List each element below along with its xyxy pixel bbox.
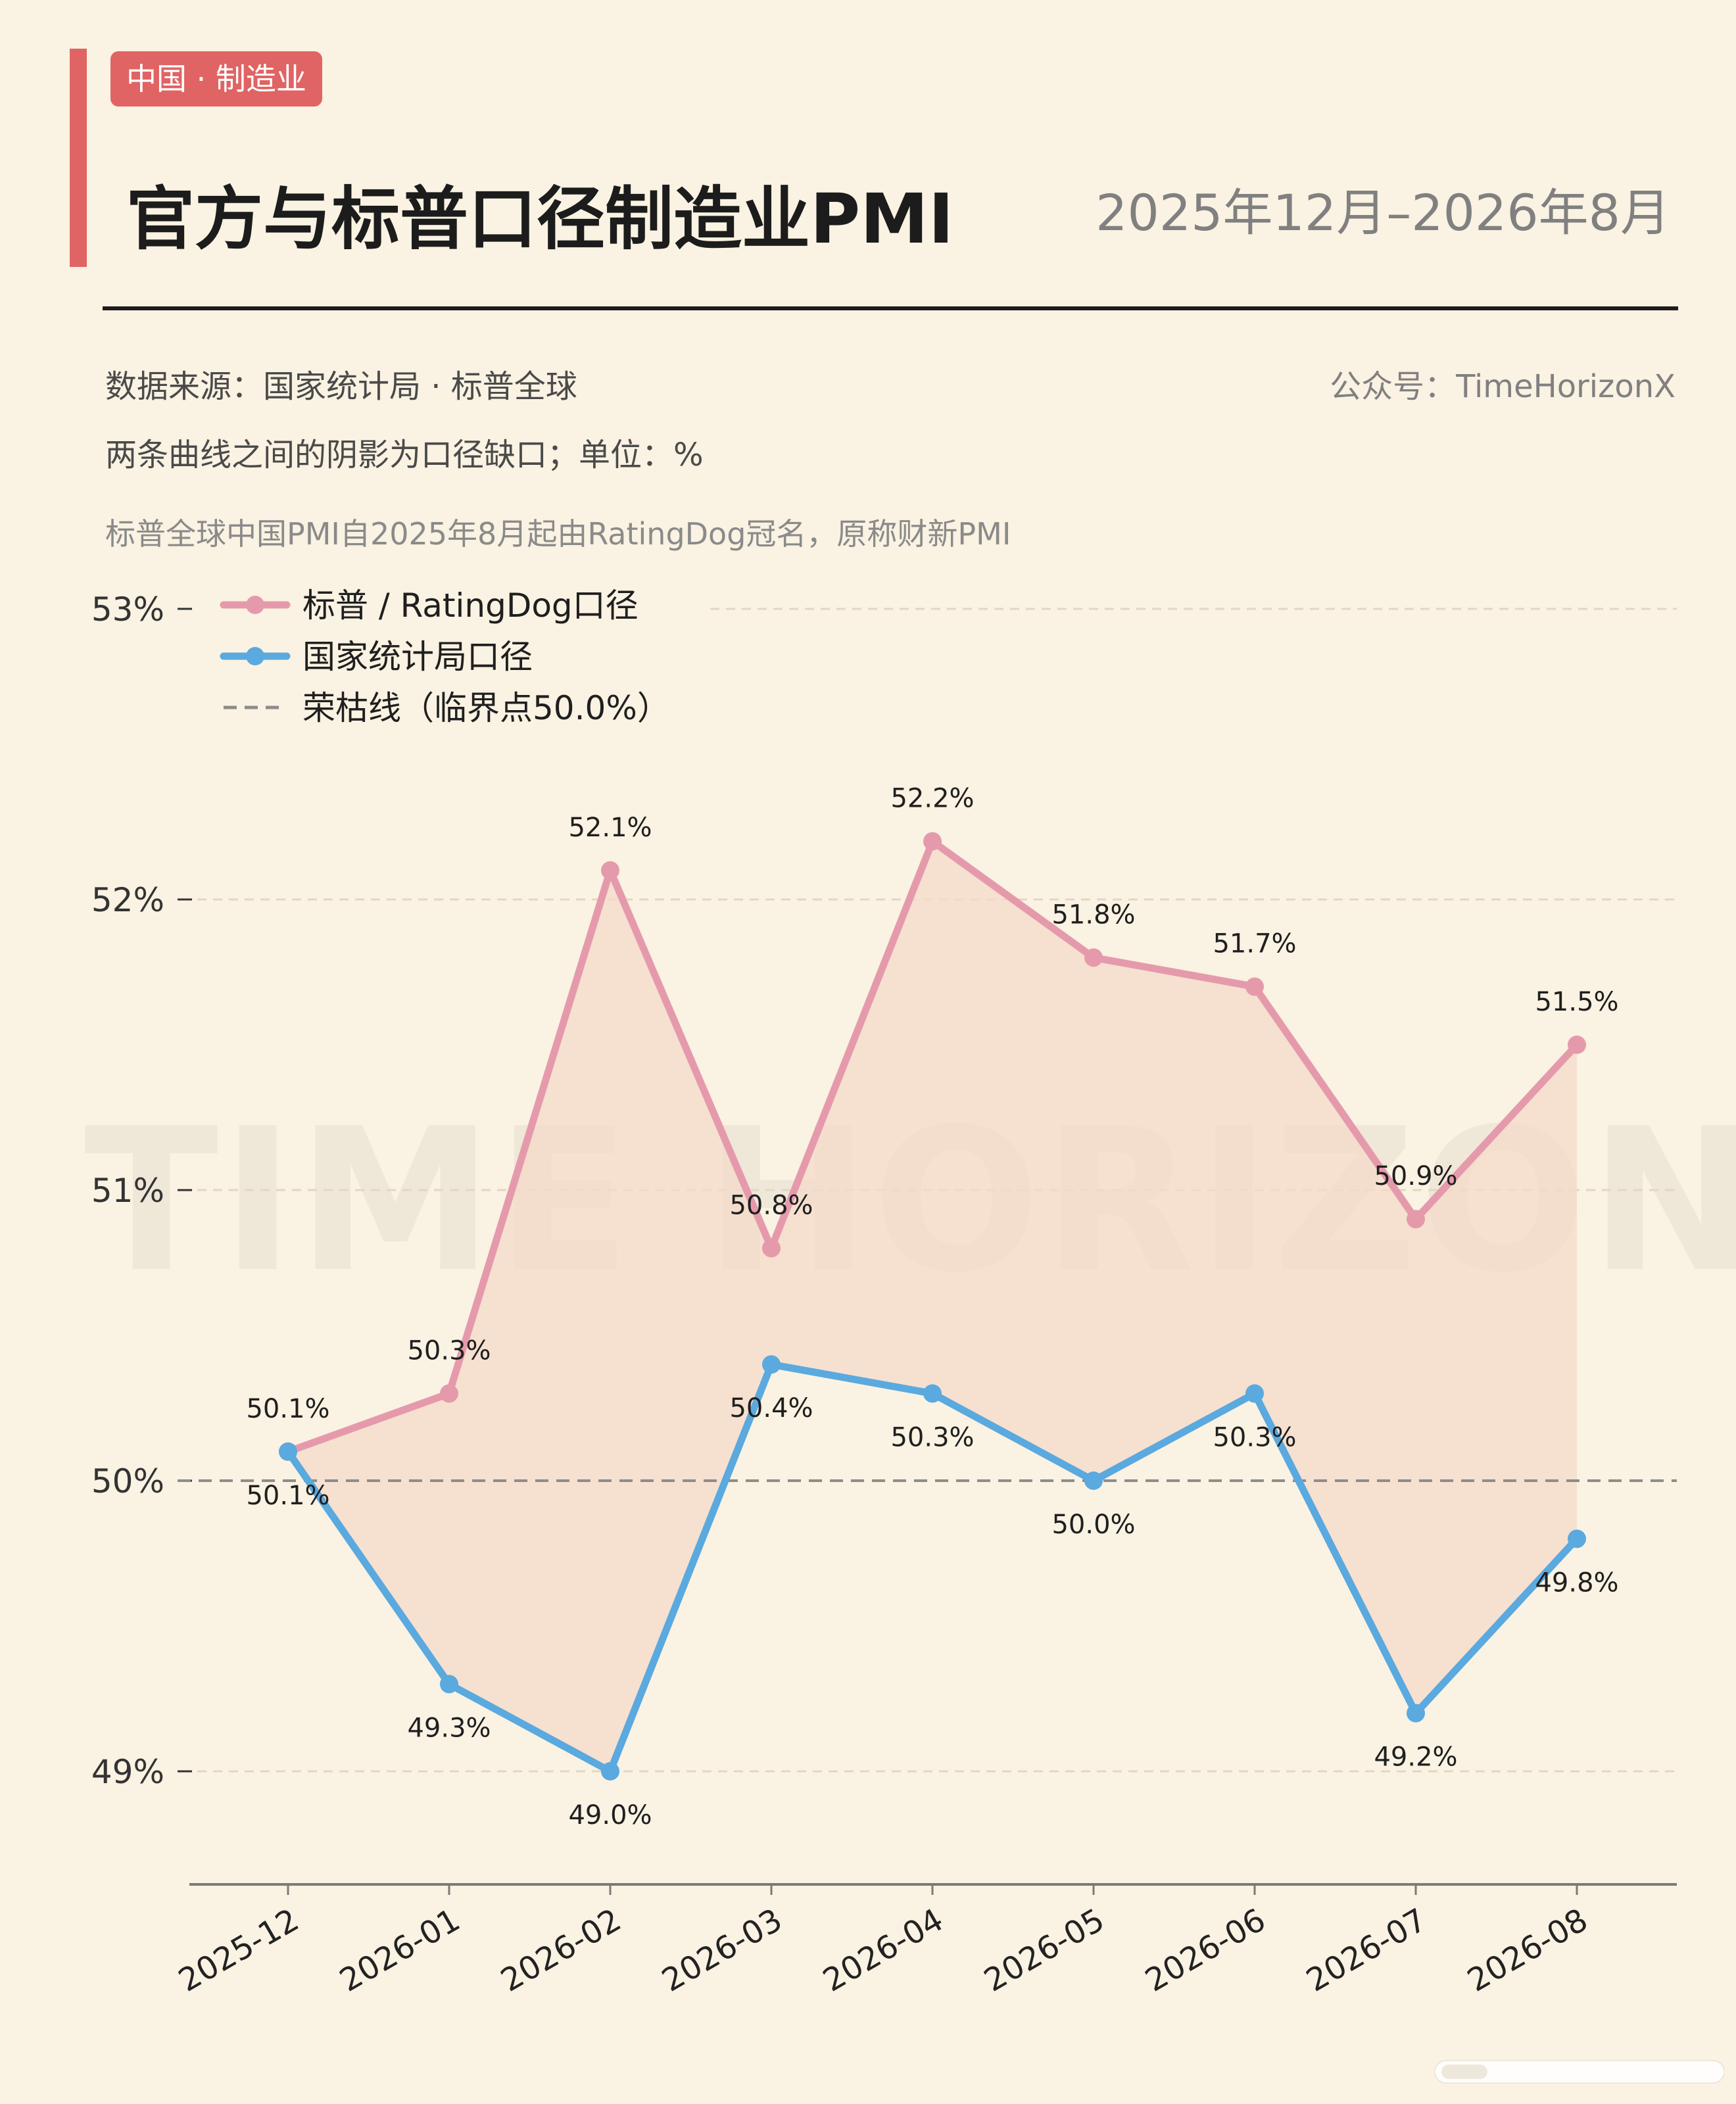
data-labels: 50.1% 50.3% 52.1% 50.8% 52.2% 51.8% 51.7% 50.9%…: [246, 784, 1618, 1830]
official-point: [923, 1384, 942, 1403]
series-lines: [178, 832, 1677, 1781]
sp-point: [440, 1384, 458, 1403]
official-value-label: 49.3%: [407, 1713, 491, 1743]
grid-lines: [197, 608, 1677, 1773]
official-value-label: 49.2%: [1374, 1742, 1457, 1773]
official-value-label: 50.3%: [1213, 1422, 1296, 1452]
official-value-label: 49.0%: [568, 1800, 652, 1830]
rename-note: 标普全球中国PMI自2025年8月起由RatingDog冠名，原称财新PMI: [105, 516, 1011, 552]
y-tick-label: 52%: [91, 881, 164, 919]
sp-value-label: 52.2%: [890, 784, 974, 814]
gap-fill: [288, 841, 1577, 1771]
x-tick-label: 2026-02: [494, 1901, 627, 1999]
official-value-label: 50.1%: [246, 1481, 329, 1511]
sp-value-label: 50.8%: [729, 1190, 813, 1220]
x-tick-label: 2026-01: [333, 1901, 466, 1999]
sp-value-label: 50.9%: [1374, 1161, 1457, 1191]
sp-point: [1084, 948, 1103, 967]
sp-value-label: 51.7%: [1213, 929, 1296, 959]
date-range: 2025年12月–2026年8月: [1096, 183, 1670, 242]
y-tick-label: 53%: [91, 590, 164, 629]
legend-official-marker: [246, 647, 264, 665]
y-tick-label: 50%: [91, 1462, 164, 1500]
official-value-label: 50.3%: [890, 1422, 974, 1452]
accent-bar: [70, 49, 87, 267]
official-value-label: 49.8%: [1535, 1567, 1618, 1598]
sp-point: [601, 861, 619, 880]
page-title: 官方与标普口径制造业PMI: [126, 179, 954, 259]
sp-point: [1568, 1036, 1586, 1054]
data-source: 数据来源：国家统计局 · 标普全球: [105, 368, 577, 405]
legend-sp-marker: [246, 596, 264, 614]
official-point: [279, 1442, 297, 1461]
x-tick-label: 2026-08: [1461, 1901, 1594, 1999]
x-tick-label: 2026-07: [1300, 1901, 1433, 1999]
category-tag: 中国 · 制造业: [110, 51, 322, 107]
sp-value-label: 50.1%: [246, 1394, 329, 1424]
official-point: [762, 1355, 781, 1374]
x-tick-label: 2026-03: [656, 1901, 788, 1999]
legend-threshold-label: 荣枯线（临界点50.0%）: [302, 689, 670, 727]
header-divider: [103, 306, 1678, 310]
official-value-label: 50.4%: [729, 1393, 813, 1423]
official-point: [1407, 1704, 1425, 1723]
sp-point: [762, 1239, 781, 1258]
gap-area: [288, 841, 1577, 1771]
sp-point: [923, 832, 942, 851]
sp-value-label: 50.3%: [407, 1335, 491, 1366]
sp-value-label: 51.8%: [1051, 899, 1135, 930]
sp-value-label: 51.5%: [1535, 987, 1618, 1017]
x-tick-label: 2026-05: [978, 1901, 1111, 1999]
official-point: [1568, 1529, 1586, 1548]
y-tick-label: 49%: [91, 1753, 164, 1791]
sp-point: [1407, 1210, 1425, 1229]
official-point: [1084, 1471, 1103, 1490]
sp-value-label: 52.1%: [568, 813, 652, 843]
sp-point: [1245, 977, 1264, 996]
y-tick-label: 51%: [91, 1172, 164, 1210]
x-tick-label: 2025-12: [172, 1901, 305, 1999]
official-point: [1245, 1384, 1264, 1403]
shading-note: 两条曲线之间的阴影为口径缺口；单位：%: [105, 437, 704, 473]
official-point: [601, 1762, 619, 1781]
legend-sp-label: 标普 / RatingDog口径: [302, 586, 639, 625]
x-tick-label: 2026-06: [1139, 1901, 1272, 1999]
account-name: 公众号：TimeHorizonX: [1330, 368, 1676, 405]
official-point: [440, 1675, 458, 1694]
x-tick-label: 2026-04: [817, 1901, 950, 1999]
legend-official-label: 国家统计局口径: [302, 638, 533, 676]
scroll-bar-icon: [1435, 2060, 1724, 2084]
official-value-label: 50.0%: [1051, 1510, 1135, 1540]
